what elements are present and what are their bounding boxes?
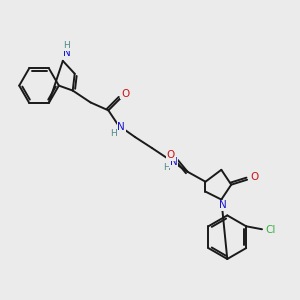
Text: N: N xyxy=(63,48,71,58)
Text: N: N xyxy=(170,157,178,167)
Text: N: N xyxy=(219,200,227,211)
Text: O: O xyxy=(167,150,175,160)
Text: O: O xyxy=(250,172,258,182)
Text: O: O xyxy=(121,88,129,98)
Text: Cl: Cl xyxy=(266,225,276,235)
Text: H: H xyxy=(63,41,70,50)
Text: H: H xyxy=(110,129,117,138)
Text: N: N xyxy=(117,122,125,132)
Text: H: H xyxy=(164,163,170,172)
